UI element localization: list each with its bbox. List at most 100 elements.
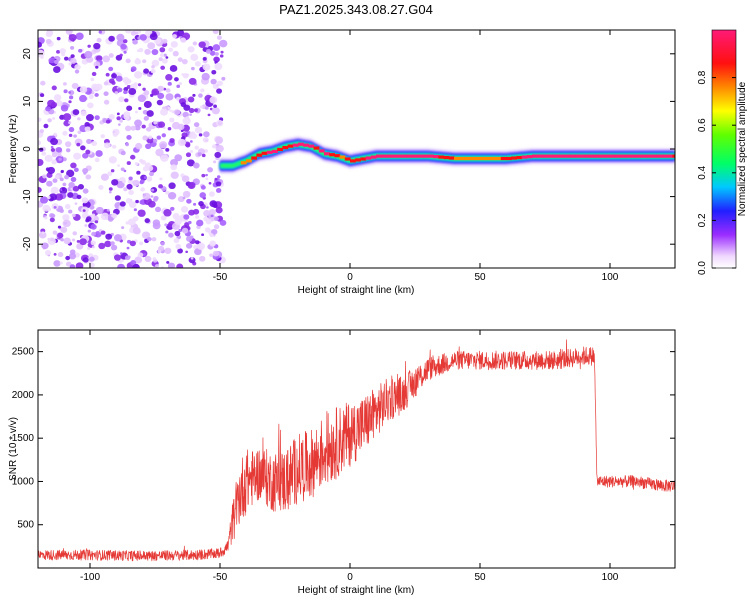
noise-speck (143, 90, 150, 96)
noise-speck (50, 138, 58, 146)
noise-speck (91, 140, 98, 147)
noise-speck (216, 80, 223, 87)
y-tick-label: 10 (22, 95, 33, 107)
noise-speck (113, 234, 122, 242)
noise-speck (68, 209, 73, 214)
noise-speck (139, 241, 144, 246)
noise-speck (128, 201, 137, 208)
noise-speck (42, 174, 47, 179)
noise-speck (158, 184, 163, 189)
noise-speck (75, 262, 84, 268)
noise-speck (165, 190, 170, 195)
noise-speck (172, 34, 177, 39)
noise-speck (132, 39, 138, 45)
noise-speck (117, 164, 120, 167)
noise-speck (53, 66, 61, 73)
noise-speck (95, 65, 99, 69)
ridge-core (298, 142, 304, 146)
noise-speck (111, 73, 117, 79)
noise-speck (126, 79, 132, 84)
ridge-core (656, 154, 663, 158)
noise-speck (59, 177, 64, 182)
noise-speck (71, 238, 76, 242)
noise-speck (186, 198, 192, 204)
ridge-core (506, 156, 512, 161)
noise-speck (201, 173, 206, 178)
noise-speck (193, 202, 197, 206)
noise-speck (77, 130, 82, 134)
noise-speck (197, 152, 202, 157)
noise-speck (100, 230, 106, 235)
noise-speck (159, 47, 166, 53)
noise-speck (103, 142, 111, 149)
x-tick-label: -50 (213, 572, 228, 583)
noise-speck (158, 57, 163, 62)
noise-speck (182, 111, 189, 118)
noise-speck (177, 57, 183, 62)
noise-speck (208, 191, 215, 197)
noise-speck (86, 216, 92, 222)
noise-speck (165, 88, 171, 93)
noise-speck (113, 254, 122, 261)
noise-speck (170, 41, 178, 48)
noise-speck (177, 248, 183, 254)
noise-speck (114, 195, 121, 201)
noise-speck (80, 145, 86, 151)
noise-speck (62, 214, 70, 221)
ridge-core (542, 154, 549, 158)
ridge-core (615, 154, 621, 158)
ridge-core (485, 156, 491, 161)
noise-speck (190, 133, 198, 139)
noise-speck (72, 231, 78, 236)
noise-speck (187, 46, 195, 53)
noise-speck (170, 158, 179, 167)
noise-speck (194, 248, 202, 256)
x-tick-label: 0 (347, 272, 353, 283)
colorbar-tick-label: 0.2 (697, 213, 708, 227)
ridge-core (282, 145, 289, 150)
noise-speck (211, 107, 220, 115)
noise-speck (160, 241, 165, 246)
noise-speck (38, 41, 42, 48)
noise-speck (78, 48, 83, 53)
noise-speck (79, 238, 87, 246)
noise-speck (149, 93, 154, 97)
noise-speck (164, 247, 172, 254)
noise-speck (199, 192, 207, 199)
noise-speck (142, 192, 151, 200)
noise-speck (201, 72, 210, 81)
ridge-core (417, 154, 424, 158)
noise-speck (187, 181, 196, 189)
ridge-core (662, 154, 668, 158)
ridge-core (350, 159, 356, 163)
noise-speck (62, 113, 72, 121)
noise-speck (50, 213, 56, 218)
noise-speck (188, 108, 195, 114)
noise-speck (134, 162, 139, 166)
noise-speck (215, 206, 223, 214)
noise-speck (116, 33, 125, 42)
noise-speck (126, 135, 132, 140)
noise-speck (193, 108, 198, 113)
noise-speck (96, 37, 102, 43)
noise-speck (77, 184, 84, 190)
noise-speck (38, 147, 44, 152)
noise-speck (114, 91, 119, 95)
ridge-core (589, 154, 595, 158)
noise-speck (68, 252, 77, 260)
noise-speck (38, 158, 44, 166)
noise-speck (209, 107, 213, 111)
noise-speck (162, 126, 166, 130)
noise-speck (102, 55, 111, 63)
noise-speck (107, 216, 114, 222)
noise-speck (126, 161, 131, 166)
noise-speck (209, 200, 218, 208)
noise-speck (186, 73, 190, 77)
noise-speck (138, 107, 142, 110)
noise-speck (130, 154, 136, 160)
noise-speck (47, 99, 56, 107)
noise-speck (124, 98, 129, 103)
noise-speck (168, 47, 174, 52)
noise-speck (178, 228, 182, 233)
noise-speck (45, 38, 52, 45)
